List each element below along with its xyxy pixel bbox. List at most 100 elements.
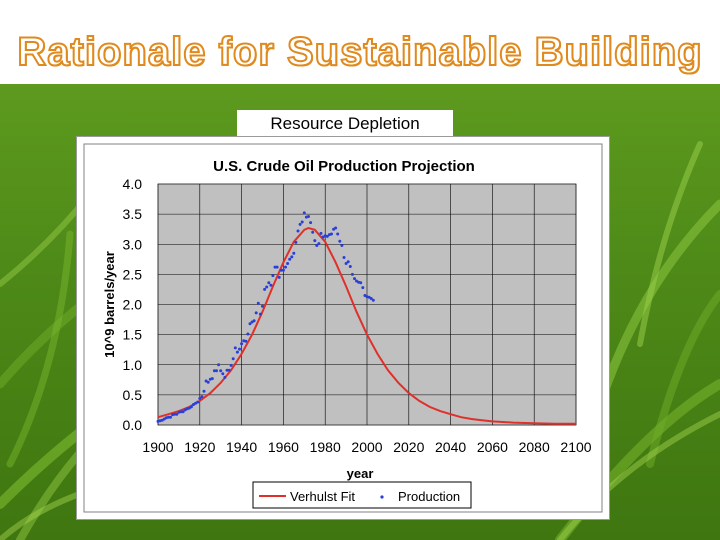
y-tick-label: 2.5 — [123, 266, 143, 282]
production-point — [267, 281, 271, 285]
production-point — [258, 312, 262, 316]
y-tick-label: 3.5 — [123, 206, 143, 222]
y-tick-label: 2.0 — [123, 297, 143, 313]
chart-caption: Resource Depletion — [270, 114, 420, 133]
production-point — [246, 332, 250, 336]
production-point — [307, 215, 310, 218]
y-tick-label: 1.0 — [123, 357, 143, 373]
production-point — [311, 230, 315, 234]
production-point — [200, 395, 204, 399]
production-point — [229, 363, 233, 367]
production-point — [252, 319, 256, 323]
production-point — [359, 281, 363, 285]
production-point — [271, 274, 275, 278]
production-point — [317, 242, 321, 246]
production-point — [212, 369, 216, 373]
production-point — [265, 285, 269, 289]
production-point — [175, 412, 179, 416]
x-tick-label: 2080 — [519, 439, 550, 455]
production-point — [281, 268, 285, 272]
production-point — [210, 377, 214, 381]
legend-label-verhulst-fit: Verhulst Fit — [290, 489, 355, 504]
production-point — [296, 229, 300, 233]
production-point — [254, 311, 258, 315]
production-point — [215, 369, 218, 373]
y-tick-label: 4.0 — [123, 176, 143, 192]
production-point — [275, 265, 279, 269]
production-point — [244, 339, 248, 343]
production-point — [198, 397, 202, 400]
production-point — [181, 410, 185, 414]
production-point — [284, 265, 287, 269]
production-point — [238, 347, 241, 351]
x-tick-label: 1980 — [310, 439, 341, 455]
x-tick-label: 1920 — [184, 439, 215, 455]
production-point — [338, 239, 342, 243]
production-point — [290, 255, 294, 259]
x-tick-label: 2100 — [560, 439, 591, 455]
production-point — [169, 415, 172, 419]
production-point — [221, 372, 225, 376]
production-point — [371, 298, 375, 302]
production-point — [256, 301, 260, 305]
production-point — [315, 244, 319, 247]
production-point — [261, 304, 264, 308]
production-point — [361, 286, 365, 290]
production-point — [292, 251, 296, 255]
production-point — [288, 257, 292, 261]
oil-production-chart: U.S. Crude Oil Production Projection 0.0… — [83, 143, 603, 513]
legend: Verhulst Fit Production — [252, 481, 472, 509]
production-point — [202, 389, 206, 393]
legend-box — [252, 481, 472, 509]
production-point — [173, 412, 177, 416]
production-point — [369, 297, 373, 300]
production-point — [346, 260, 350, 264]
production-point — [319, 231, 323, 235]
production-point — [206, 380, 210, 384]
x-tick-label: 1940 — [226, 439, 257, 455]
production-point — [277, 275, 281, 279]
x-tick-label: 2040 — [435, 439, 466, 455]
title-band: Rationale for Sustainable Building — [0, 0, 720, 84]
x-tick-label: 2000 — [351, 439, 382, 455]
production-point — [298, 222, 302, 226]
production-point — [240, 342, 244, 346]
production-point — [300, 220, 304, 224]
production-point — [348, 265, 352, 268]
y-tick-labels: 0.0 0.5 1.0 1.5 2.0 2.5 3.0 3.5 4.0 — [123, 176, 143, 433]
legend-label-production: Production — [398, 489, 460, 504]
production-point — [179, 410, 183, 414]
production-point — [189, 405, 193, 409]
production-point — [269, 283, 273, 287]
production-point — [248, 322, 252, 326]
x-tick-labels: 1900 1920 1940 1960 1980 2000 2020 2040 2060 2080… — [142, 439, 591, 455]
caption-box: Resource Depletion — [237, 110, 453, 136]
production-points — [156, 211, 375, 423]
x-tick-label: 1960 — [268, 439, 299, 455]
production-point — [235, 350, 239, 354]
production-point — [225, 368, 229, 372]
production-point — [350, 272, 354, 276]
production-point — [340, 244, 344, 247]
slide-title: Rationale for Sustainable Building — [16, 29, 703, 75]
production-point — [294, 240, 298, 244]
production-point — [223, 375, 227, 379]
y-tick-label: 1.5 — [123, 327, 143, 343]
production-point — [313, 239, 317, 243]
production-point — [309, 221, 313, 225]
legend-point-swatch — [380, 495, 384, 499]
production-point — [219, 369, 223, 373]
production-point — [342, 256, 346, 259]
x-tick-label: 2060 — [477, 439, 508, 455]
y-tick-label: 0.5 — [123, 387, 143, 403]
production-point — [336, 232, 340, 236]
production-point — [233, 346, 237, 350]
production-point — [286, 262, 290, 265]
y-tick-label: 3.0 — [123, 236, 143, 252]
production-point — [325, 234, 329, 238]
verhulst-fit-line — [157, 226, 576, 425]
y-axis-label: 10^9 barrels/year — [102, 251, 117, 358]
production-point — [231, 357, 235, 361]
production-point — [279, 268, 283, 272]
production-point — [302, 211, 306, 215]
